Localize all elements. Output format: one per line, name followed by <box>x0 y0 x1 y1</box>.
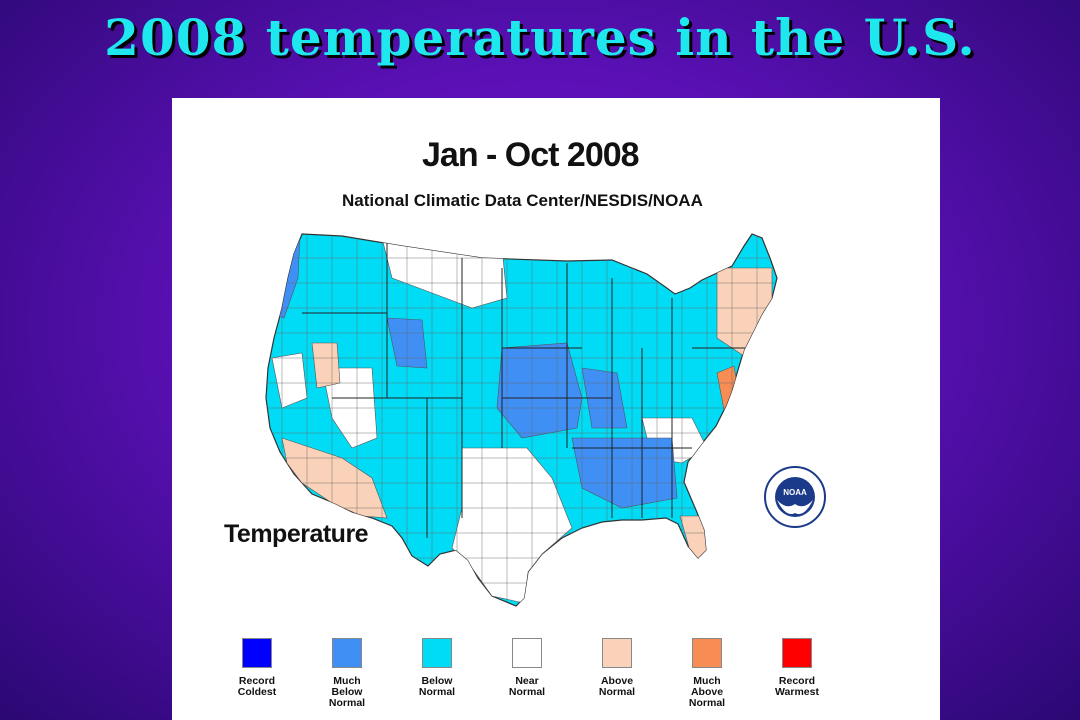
legend: Record Coldest Much Below Normal Below Nor… <box>212 638 852 720</box>
map-panel: Jan - Oct 2008 National Climatic Data Ce… <box>172 98 940 720</box>
legend-label: Above Normal <box>598 675 636 698</box>
legend-item: Near Normal <box>482 638 572 698</box>
climate-division-grid <box>266 234 777 606</box>
above-normal-california-central <box>311 342 341 389</box>
legend-label: Record Coldest <box>237 675 277 698</box>
legend-swatch <box>242 638 272 668</box>
noaa-logo-text: NOAA <box>783 488 807 497</box>
legend-label: Much Above Normal <box>688 675 726 709</box>
legend-swatch <box>692 638 722 668</box>
legend-swatch <box>422 638 452 668</box>
map-subtitle: National Climatic Data Center/NESDIS/NOA… <box>342 191 703 210</box>
legend-label: Much Below Normal <box>328 675 366 709</box>
legend-item: Much Above Normal <box>662 638 752 709</box>
legend-swatch <box>782 638 812 668</box>
variable-label: Temperature <box>224 520 369 548</box>
legend-label: Record Warmest <box>775 675 819 698</box>
legend-label: Near Normal <box>508 675 546 698</box>
legend-item: Record Warmest <box>752 638 842 698</box>
legend-item: Below Normal <box>392 638 482 698</box>
us-temperature-map <box>265 233 778 607</box>
legend-swatch <box>332 638 362 668</box>
state-boundaries <box>302 238 762 538</box>
slide-title: 2008 temperatures in the U.S. <box>104 8 976 67</box>
map-title: Jan - Oct 2008 <box>422 136 640 174</box>
legend-swatch <box>512 638 542 668</box>
legend-item: Above Normal <box>572 638 662 698</box>
much-below-normal-south <box>571 437 678 509</box>
noaa-logo-icon: NOAA <box>764 466 826 528</box>
legend-item: Much Below Normal <box>302 638 392 709</box>
much-below-normal-plains <box>496 342 583 439</box>
legend-swatch <box>602 638 632 668</box>
legend-item: Record Coldest <box>212 638 302 698</box>
legend-label: Below Normal <box>418 675 456 698</box>
